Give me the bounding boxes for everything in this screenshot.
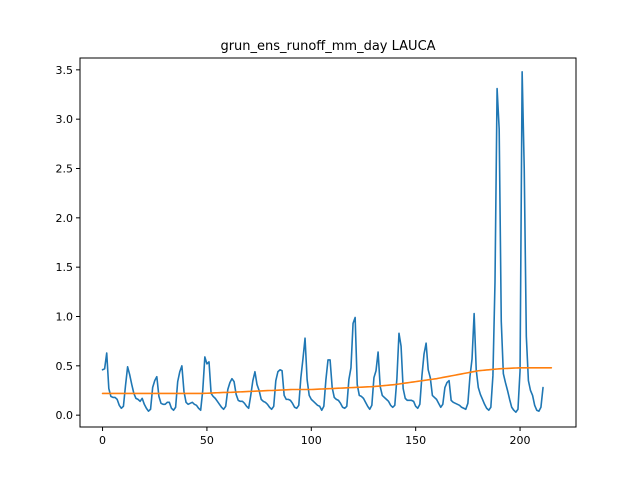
plot-area [101,71,553,414]
chart-title: grun_ens_runoff_mm_day LAUCA [220,39,435,54]
y-tick-label: 1.5 [56,261,74,274]
y-tick-label: 1.0 [56,310,74,323]
y-tick-label: 0.5 [56,360,74,373]
x-tick-label: 100 [301,434,322,447]
x-tick-label: 0 [99,434,106,447]
y-axis: 0.0 0.5 1.0 1.5 2.0 2.5 3.0 3.5 [56,64,80,422]
x-tick-label: 150 [405,434,426,447]
axes-frame [79,57,577,428]
x-axis: 0 50 100 150 200 [99,427,531,447]
x-tick-label: 50 [200,434,214,447]
series-line-1 [101,71,544,414]
y-tick-label: 2.5 [56,163,74,176]
y-tick-label: 2.0 [56,212,74,225]
y-tick-label: 3.5 [56,64,74,77]
x-tick-label: 200 [510,434,531,447]
series-line-2 [101,366,553,395]
y-tick-label: 0.0 [56,409,74,422]
y-tick-label: 3.0 [56,113,74,126]
